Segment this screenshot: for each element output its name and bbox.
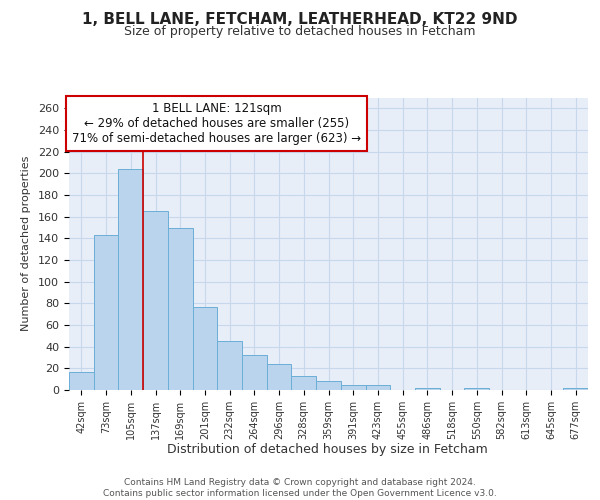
Text: Contains HM Land Registry data © Crown copyright and database right 2024.
Contai: Contains HM Land Registry data © Crown c… [103, 478, 497, 498]
Bar [69, 372, 94, 390]
Bar [217, 341, 242, 390]
Bar [415, 388, 440, 390]
Bar [94, 235, 118, 390]
Bar [365, 384, 390, 390]
Bar [341, 384, 365, 390]
Y-axis label: Number of detached properties: Number of detached properties [21, 156, 31, 332]
Bar [118, 169, 143, 390]
Bar [464, 388, 489, 390]
Bar [267, 364, 292, 390]
Bar [168, 228, 193, 390]
Text: 1 BELL LANE: 121sqm
← 29% of detached houses are smaller (255)
71% of semi-detac: 1 BELL LANE: 121sqm ← 29% of detached ho… [73, 102, 361, 145]
Bar [316, 382, 341, 390]
Bar [242, 356, 267, 390]
Bar [143, 211, 168, 390]
Text: 1, BELL LANE, FETCHAM, LEATHERHEAD, KT22 9ND: 1, BELL LANE, FETCHAM, LEATHERHEAD, KT22… [82, 12, 518, 28]
Bar [193, 306, 217, 390]
Text: Size of property relative to detached houses in Fetcham: Size of property relative to detached ho… [124, 25, 476, 38]
Bar [563, 388, 588, 390]
Text: Distribution of detached houses by size in Fetcham: Distribution of detached houses by size … [167, 442, 487, 456]
Bar [292, 376, 316, 390]
